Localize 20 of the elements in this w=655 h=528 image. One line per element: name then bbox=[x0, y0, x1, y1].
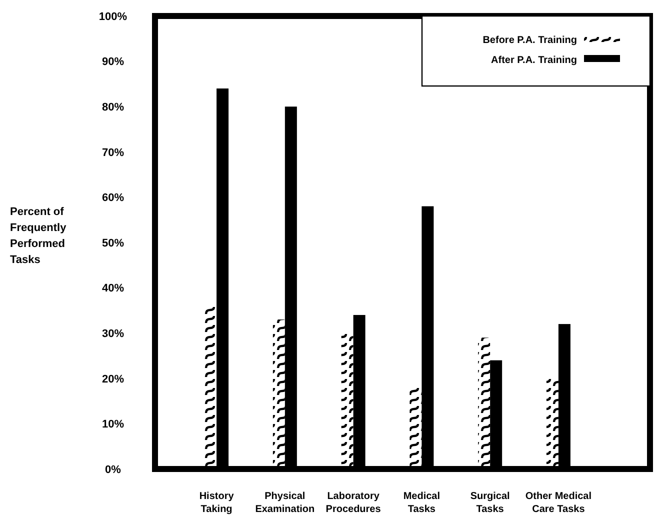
legend-label: After P.A. Training bbox=[491, 55, 577, 66]
x-tick-label: Medical Tasks bbox=[403, 491, 440, 515]
x-tick-label: Physical Examination bbox=[255, 491, 315, 515]
x-tick-label: Laboratory Procedures bbox=[326, 491, 382, 515]
y-tick-label: 10% bbox=[102, 418, 124, 431]
x-tick-label: History Taking bbox=[199, 491, 234, 515]
y-tick-label: 80% bbox=[102, 101, 124, 114]
y-tick-label: 70% bbox=[102, 146, 124, 159]
y-tick-label: 0% bbox=[105, 464, 122, 476]
y-tick-label: 30% bbox=[102, 328, 124, 340]
x-tick-label: Surgical Tasks bbox=[470, 491, 510, 515]
y-tick-label: 90% bbox=[102, 56, 124, 68]
y-tick-label: 100% bbox=[98, 10, 128, 23]
y-tick-label: 40% bbox=[102, 282, 124, 295]
y-tick-label: 50% bbox=[102, 237, 124, 250]
y-tick-label: 60% bbox=[102, 192, 124, 204]
y-axis-title: Percent of Frequently Performed Tasks bbox=[10, 206, 68, 266]
legend-label: Before P.A. Training bbox=[482, 35, 577, 46]
x-tick-label: Other Medical Care Tasks bbox=[525, 491, 592, 515]
y-tick-label: 20% bbox=[102, 373, 124, 386]
